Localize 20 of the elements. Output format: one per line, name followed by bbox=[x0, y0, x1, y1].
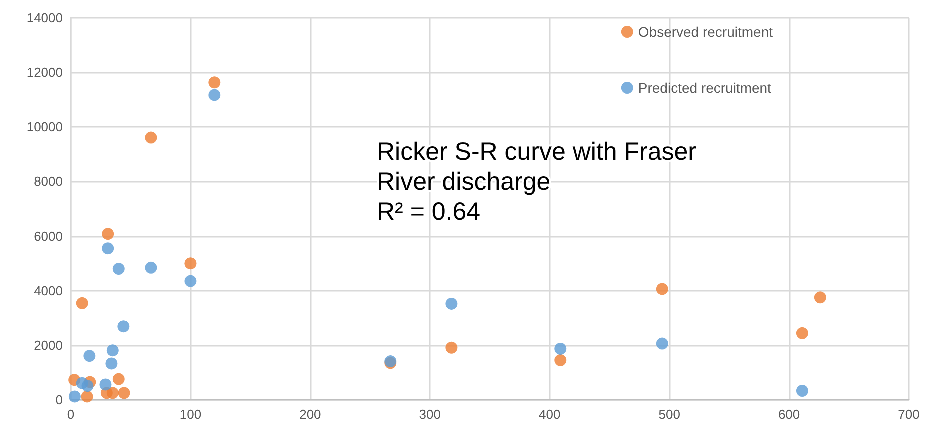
annotation: R² = 0.64 bbox=[377, 198, 481, 226]
annotation: Ricker S-R curve with Fraser River discharge bbox=[377, 138, 704, 196]
x-tick-label: 700 bbox=[898, 407, 920, 422]
x-tick-label: 200 bbox=[300, 407, 322, 422]
y-tick-label: 12000 bbox=[26, 65, 63, 80]
y-tick-label: 4000 bbox=[34, 283, 63, 298]
x-tick-label: 600 bbox=[778, 407, 800, 422]
y-tick-label: 6000 bbox=[34, 228, 63, 244]
legend-label: Predicted recruitment bbox=[638, 80, 772, 96]
x-tick-label: 500 bbox=[658, 407, 680, 422]
y-tick-label: 10000 bbox=[26, 120, 63, 135]
x-tick-label: 100 bbox=[180, 407, 202, 422]
x-tick-label: 400 bbox=[539, 407, 561, 422]
x-tick-label: 300 bbox=[419, 407, 441, 422]
y-tick-label: 8000 bbox=[34, 174, 63, 190]
x-tick-label: 0 bbox=[67, 407, 75, 422]
y-tick-label: 0 bbox=[56, 392, 63, 408]
y-tick-label: 2000 bbox=[34, 338, 63, 353]
legend-label: Observed recruitment bbox=[638, 24, 774, 40]
y-tick-label: 14000 bbox=[26, 10, 63, 26]
